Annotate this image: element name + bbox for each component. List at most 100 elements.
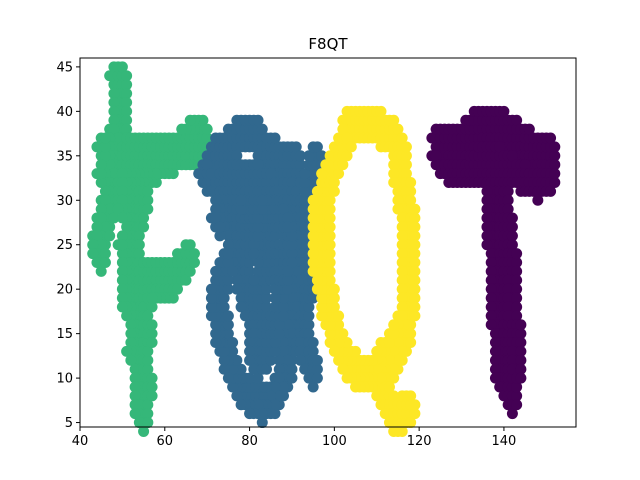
series-1 [193, 114, 328, 429]
data-point [489, 363, 501, 375]
data-point [294, 337, 306, 349]
data-point [311, 141, 323, 153]
data-point [256, 408, 268, 420]
data-point [409, 203, 421, 215]
data-point [121, 114, 133, 126]
data-point [121, 310, 133, 322]
data-point [549, 150, 561, 162]
data-point [405, 176, 417, 188]
data-point [409, 408, 421, 420]
data-point [273, 319, 285, 331]
data-point [142, 203, 154, 215]
data-point [481, 239, 493, 251]
x-axis: 40 60 80 100 120 140 [72, 427, 516, 449]
data-point [485, 319, 497, 331]
data-point [227, 345, 239, 357]
data-point [303, 150, 315, 162]
data-point [341, 150, 353, 162]
points-layer [87, 61, 561, 437]
data-point [392, 337, 404, 349]
data-point [523, 123, 535, 135]
data-point [269, 132, 281, 144]
data-point [95, 212, 107, 224]
data-point [244, 337, 256, 349]
data-point [150, 168, 162, 180]
data-point [549, 141, 561, 153]
data-point [108, 88, 120, 100]
data-point [337, 363, 349, 375]
data-point [121, 345, 133, 357]
data-point [515, 345, 527, 357]
data-point [333, 310, 345, 322]
data-point [388, 114, 400, 126]
chart-title: F8QT [308, 35, 348, 53]
data-point [261, 283, 273, 295]
data-point [184, 265, 196, 277]
data-point [99, 248, 111, 260]
data-point [333, 319, 345, 331]
data-point [99, 150, 111, 162]
data-point [307, 203, 319, 215]
data-point [481, 203, 493, 215]
data-point [307, 381, 319, 393]
data-point [252, 257, 264, 269]
data-point [515, 354, 527, 366]
data-point [545, 132, 557, 144]
data-point [409, 248, 421, 260]
data-point [235, 363, 247, 375]
data-point [324, 337, 336, 349]
data-point [316, 168, 328, 180]
data-point [112, 132, 124, 144]
data-point [252, 372, 264, 384]
data-point [91, 230, 103, 242]
data-point [481, 212, 493, 224]
data-point [273, 372, 285, 384]
data-point [324, 274, 336, 286]
data-point [248, 363, 260, 375]
data-point [396, 345, 408, 357]
data-point [273, 363, 285, 375]
data-point [307, 221, 319, 233]
data-point [383, 337, 395, 349]
data-point [116, 248, 128, 260]
data-point [396, 230, 408, 242]
data-point [138, 301, 150, 313]
data-point [485, 257, 497, 269]
data-point [299, 176, 311, 188]
data-point [269, 337, 281, 349]
data-point [502, 301, 514, 313]
y-tick-label: 20 [56, 283, 73, 298]
data-point [146, 328, 158, 340]
data-point [146, 301, 158, 313]
data-point [489, 345, 501, 357]
data-point [252, 114, 264, 126]
data-point [409, 212, 421, 224]
data-point [235, 399, 247, 411]
data-point [324, 203, 336, 215]
data-point [116, 185, 128, 197]
data-point [316, 310, 328, 322]
data-point [341, 372, 353, 384]
data-point [129, 363, 141, 375]
data-point [273, 354, 285, 366]
data-point [489, 354, 501, 366]
data-point [494, 381, 506, 393]
data-point [222, 328, 234, 340]
data-point [502, 292, 514, 304]
data-point [129, 381, 141, 393]
data-point [299, 194, 311, 206]
data-point [138, 425, 150, 437]
data-point [515, 328, 527, 340]
data-point [184, 114, 196, 126]
data-point [227, 337, 239, 349]
data-point [210, 328, 222, 340]
data-point [252, 159, 264, 171]
data-point [129, 399, 141, 411]
data-point [485, 301, 497, 313]
data-point [235, 203, 247, 215]
data-point [303, 301, 315, 313]
data-point [324, 194, 336, 206]
data-point [549, 159, 561, 171]
data-point [231, 354, 243, 366]
